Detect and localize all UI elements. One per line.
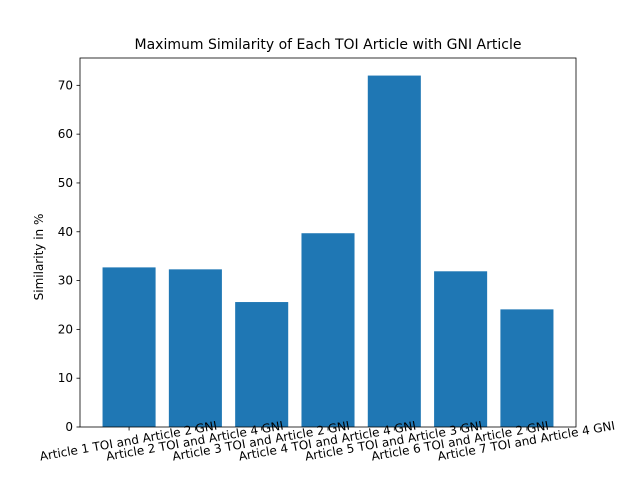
y-tick-label: 20 <box>58 322 73 336</box>
bar <box>168 269 222 427</box>
chart-title: Maximum Similarity of Each TOI Article w… <box>135 37 522 53</box>
y-tick-label: 0 <box>65 420 73 434</box>
y-tick-label: 50 <box>58 176 73 190</box>
y-tick-label: 30 <box>58 274 73 288</box>
bar <box>235 302 289 427</box>
y-tick-label: 40 <box>58 225 73 239</box>
y-tick-label: 70 <box>58 78 73 92</box>
axes-frame <box>79 57 577 428</box>
y-axis-label: Similarity in % <box>32 214 46 301</box>
y-tick-label: 60 <box>58 127 73 141</box>
bar <box>500 309 554 427</box>
bar <box>102 267 156 427</box>
bar <box>301 233 355 427</box>
bar <box>434 271 488 427</box>
y-tick-label: 10 <box>58 371 73 385</box>
bar <box>367 75 421 428</box>
